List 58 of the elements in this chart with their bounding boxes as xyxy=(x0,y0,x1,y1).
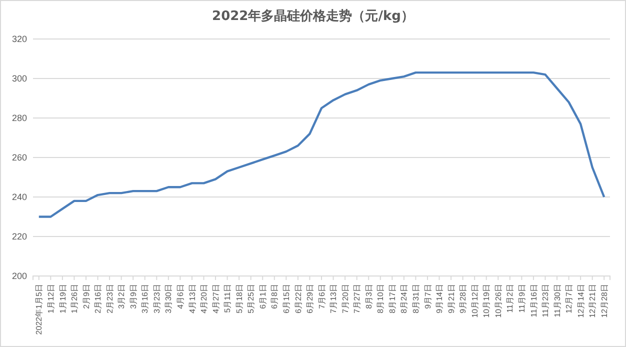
x-tick-label: 9月21日 xyxy=(446,284,456,314)
x-tick-label: 2月9日 xyxy=(82,284,91,309)
x-tick-label: 1月12日 xyxy=(46,284,56,314)
x-tick-label: 1月19日 xyxy=(58,284,68,314)
x-tick-label: 11月9日 xyxy=(517,284,526,313)
line-series xyxy=(38,71,606,218)
x-tick-label: 12月21日 xyxy=(588,284,598,318)
y-tick-label: 260 xyxy=(12,152,27,162)
x-tick-label: 8月17日 xyxy=(388,284,397,314)
x-tick-label: 1月26日 xyxy=(70,284,80,314)
x-tick-label: 11月2日 xyxy=(506,284,515,313)
x-tick-label: 7月27日 xyxy=(352,284,362,314)
x-tick-label: 3月2日 xyxy=(117,284,126,309)
x-tick-label: 3月9日 xyxy=(128,284,138,309)
x-tick-label: 6月1日 xyxy=(258,284,268,309)
x-tick-label: 11月16日 xyxy=(529,284,538,318)
y-tick-label: 280 xyxy=(12,112,27,123)
x-tick-label: 4月27日 xyxy=(211,284,220,314)
x-tick-label: 10月26日 xyxy=(494,284,503,318)
x-tick-label: 6月8日 xyxy=(270,284,280,309)
x-tick-label: 2月16日 xyxy=(94,284,103,314)
x-tick-label: 9月7日 xyxy=(423,284,432,309)
x-tick-label: 8月24日 xyxy=(400,284,409,314)
x-tick-label: 6月22日 xyxy=(294,284,303,314)
chart-title: 2022年多晶硅价格走势（元/kg） xyxy=(212,8,414,24)
y-tick-label: 320 xyxy=(12,34,27,44)
x-tick-label: 12月7日 xyxy=(564,284,574,314)
x-tick-label: 12月14日 xyxy=(576,284,586,318)
x-tick-label: 3月23日 xyxy=(152,284,162,314)
x-tick-label: 8月3日 xyxy=(364,284,374,309)
x-tick-label: 8月10日 xyxy=(376,284,386,314)
x-tick-label: 10月19日 xyxy=(482,284,492,318)
x-tick-label: 3月30日 xyxy=(164,284,174,314)
x-tick-label: 12月28日 xyxy=(600,284,609,318)
x-tick-label: 5月11日 xyxy=(223,284,232,313)
x-tick-label: 7月13日 xyxy=(329,284,338,314)
x-tick-label: 9月14日 xyxy=(435,284,444,314)
x-tick-label: 11月30日 xyxy=(552,284,562,318)
x-tick-label: 6月29日 xyxy=(306,284,315,314)
x-tick-label: 7月20日 xyxy=(340,284,350,314)
x-tick-label: 4月20日 xyxy=(200,284,209,314)
x-tick-label: 6月15日 xyxy=(282,284,291,314)
x-tick-label: 4月6日 xyxy=(176,284,185,309)
x-tick-label: 2022年1月5日 xyxy=(34,284,44,335)
x-tick-label: 11月23日 xyxy=(541,284,550,318)
x-tick-label: 4月13日 xyxy=(188,284,197,314)
x-tick-label: 3月16日 xyxy=(140,284,150,314)
x-tick-label: 5月18日 xyxy=(234,284,244,314)
x-tick-label: 9月28日 xyxy=(458,284,468,314)
y-tick-label: 220 xyxy=(12,231,27,242)
y-tick-label: 240 xyxy=(12,192,27,202)
y-tick-label: 300 xyxy=(12,73,27,84)
x-tick-label: 7月6日 xyxy=(317,284,326,309)
y-tick-label: 200 xyxy=(12,270,27,281)
x-tick-label: 8月31日 xyxy=(412,284,421,314)
x-tick-label: 10月12日 xyxy=(470,284,480,318)
x-tick-label: 5月25日 xyxy=(246,284,256,314)
x-tick-label: 2月23日 xyxy=(105,284,114,314)
